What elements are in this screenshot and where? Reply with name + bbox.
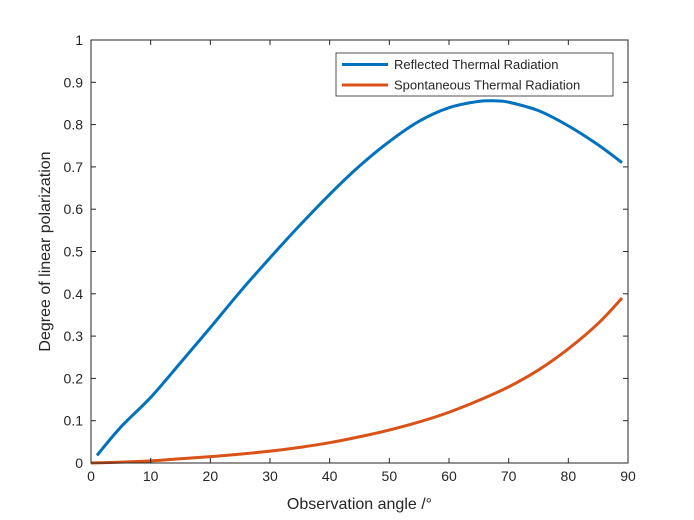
x-tick-label: 60	[441, 468, 457, 484]
y-tick-label: 0.8	[64, 117, 84, 133]
series-layer	[90, 99, 624, 465]
y-tick-label: 0.2	[64, 370, 84, 386]
x-tick-label: 20	[203, 468, 219, 484]
x-tick-label: 0	[87, 468, 95, 484]
x-tick-label: 40	[322, 468, 338, 484]
series-line-1	[90, 297, 624, 465]
x-tick-label: 70	[501, 468, 517, 484]
x-axis-label: Observation angle /°	[287, 496, 432, 513]
y-tick-label: 0.4	[64, 286, 84, 302]
legend: Reflected Thermal Radiation Spontaneous …	[335, 52, 614, 97]
x-tick-label: 50	[382, 468, 398, 484]
y-axis-label: Degree of linear polarization	[37, 151, 54, 351]
plot-frame	[90, 39, 629, 464]
y-tick-label: 0.5	[64, 244, 84, 260]
ticks-layer: 0 10 20 30 40 50 60 70 80 90 0 0.1 0.2 0.3 0.4 0.5 0.6 0.…	[64, 32, 636, 484]
y-tick-label: 0.3	[64, 328, 84, 344]
y-tick-label: 1	[75, 32, 83, 48]
y-tick-label: 0.7	[64, 159, 84, 175]
series-line-0	[95, 99, 623, 457]
legend-label-reflected: Reflected Thermal Radiation	[394, 57, 559, 72]
x-tick-label: 90	[620, 468, 636, 484]
x-tick-label: 30	[262, 468, 278, 484]
x-tick-label: 80	[561, 468, 577, 484]
y-tick-label: 0.6	[64, 201, 84, 217]
x-tick-label: 10	[143, 468, 159, 484]
y-tick-label: 0	[75, 455, 83, 471]
legend-label-spontaneous: Spontaneous Thermal Radiation	[394, 78, 580, 93]
legend-box	[335, 52, 614, 97]
y-tick-label: 0.1	[64, 413, 84, 429]
y-tick-label: 0.9	[64, 74, 84, 90]
plot-area	[91, 40, 628, 463]
